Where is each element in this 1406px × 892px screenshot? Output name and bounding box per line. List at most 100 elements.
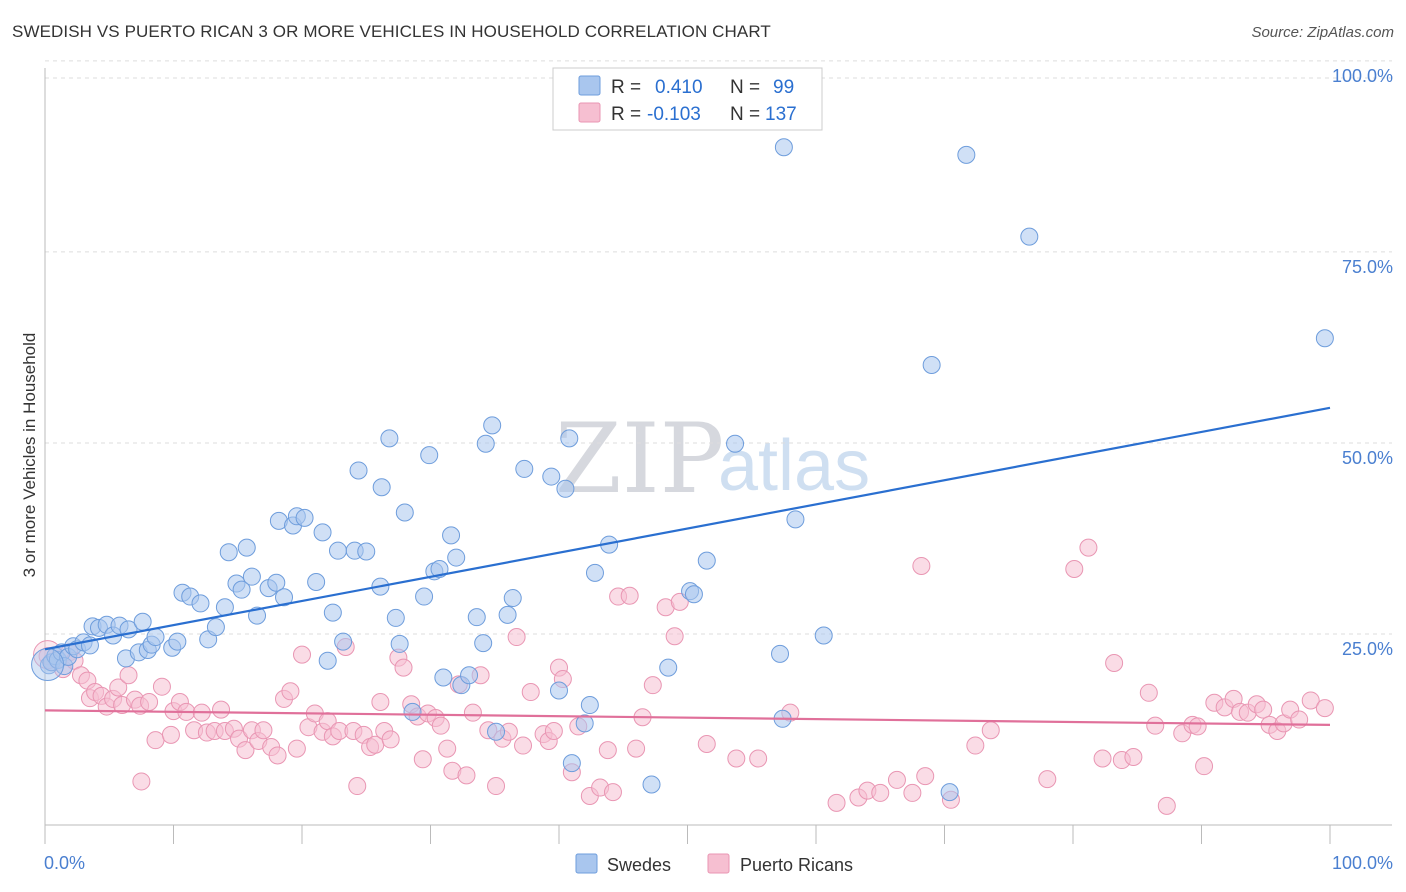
swede-point: [219, 543, 238, 562]
swede-point: [560, 429, 579, 448]
swede-point: [372, 478, 391, 497]
puerto-rican-point: [1195, 757, 1214, 776]
puerto-rican-point: [1301, 691, 1320, 710]
swede-point: [550, 681, 568, 700]
swede-point: [957, 145, 976, 164]
watermark-atlas: atlas: [718, 426, 870, 506]
swede-point: [357, 542, 376, 561]
swede-point: [1020, 227, 1039, 246]
swede-point: [726, 434, 745, 453]
swede-point: [659, 658, 678, 677]
legend-n-value-swedes: 99: [773, 77, 794, 98]
series-legend-swatch-swedes: [575, 853, 598, 874]
puerto-rican-point: [1188, 717, 1207, 736]
puerto-rican-point: [697, 735, 716, 754]
puerto-rican-point: [514, 736, 533, 755]
swede-point: [395, 503, 414, 522]
puerto-rican-trend-line: [44, 709, 1331, 727]
y-tick-label: 100.0%: [1332, 66, 1393, 86]
puerto-rican-point: [268, 746, 287, 765]
swede-point: [334, 632, 353, 651]
swede-point: [168, 632, 187, 651]
puerto-rican-point: [487, 777, 506, 796]
puerto-rican-point: [140, 692, 159, 711]
puerto-rican-point: [887, 770, 906, 789]
puerto-rican-point: [438, 739, 457, 758]
puerto-rican-point: [109, 678, 128, 697]
puerto-rican-point: [966, 736, 985, 755]
puerto-rican-point: [916, 767, 935, 786]
swede-cluster-point: [31, 648, 65, 682]
swede-point: [248, 606, 267, 625]
series-legend-swatch-puerto: [707, 853, 730, 874]
swede-point: [542, 467, 561, 486]
puerto-rican-point: [212, 700, 231, 719]
puerto-rican-point: [1065, 560, 1084, 579]
swede-point: [237, 538, 256, 557]
puerto-rican-point: [1038, 770, 1057, 789]
puerto-rican-point: [544, 722, 563, 741]
puerto-rican-point: [293, 645, 311, 664]
swedes-trend-line: [44, 406, 1331, 651]
puerto-rican-point: [981, 721, 1000, 740]
y-tick-label: 50.0%: [1342, 448, 1393, 468]
series-legend-label-swedes: Swedes: [607, 855, 671, 875]
puerto-rican-point: [1157, 796, 1176, 815]
swede-point: [295, 508, 314, 527]
swede-point: [380, 429, 399, 448]
swede-point: [515, 459, 534, 478]
puerto-rican-point: [1146, 716, 1165, 735]
puerto-rican-point: [463, 703, 482, 722]
puerto-rican-point: [119, 666, 138, 685]
swede-point: [191, 594, 210, 613]
swede-point: [403, 702, 422, 721]
puerto-rican-point: [254, 721, 273, 740]
swede-point: [460, 666, 479, 685]
swede-point: [476, 434, 495, 453]
swede-point: [313, 523, 332, 542]
puerto-rican-point: [749, 749, 768, 768]
swede-point: [642, 775, 661, 794]
swede-point: [442, 526, 461, 545]
puerto-rican-point: [394, 658, 413, 677]
puerto-rican-point: [1139, 683, 1158, 702]
x-tick-label: 100.0%: [1332, 853, 1393, 873]
swede-point: [242, 567, 261, 586]
swede-point: [386, 608, 405, 627]
swede-point: [774, 138, 793, 157]
swede-point: [684, 585, 703, 604]
swede-point: [349, 461, 368, 480]
puerto-rican-point: [598, 741, 617, 760]
swede-point: [1315, 329, 1334, 348]
swede-point: [146, 628, 165, 647]
puerto-rican-point: [727, 749, 746, 768]
swede-point: [771, 644, 790, 663]
legend-swatch-swedes: [578, 75, 601, 96]
legend-r-label-swedes: R =: [611, 77, 641, 98]
y-tick-labels: 25.0% 50.0% 75.0% 100.0%: [1332, 66, 1393, 659]
watermark: ZIP atlas: [555, 403, 870, 515]
swede-point: [206, 618, 225, 637]
correlation-legend: R = 0.410 N = 99 R = -0.103 N = 137: [552, 67, 823, 131]
swede-point: [697, 551, 716, 570]
series-legend: Swedes Puerto Ricans: [575, 853, 853, 875]
legend-n-value-puerto: 137: [765, 104, 797, 125]
puerto-rican-point: [1093, 749, 1112, 768]
legend-n-label-swedes: N =: [730, 77, 760, 98]
swede-point: [585, 563, 604, 582]
puerto-rican-point: [287, 739, 306, 758]
puerto-rican-point: [132, 772, 151, 791]
puerto-rican-point: [1315, 699, 1334, 718]
swede-point: [498, 605, 517, 624]
swede-point: [447, 548, 466, 567]
puerto-rican-point: [665, 627, 684, 646]
legend-n-label-puerto: N =: [730, 104, 760, 125]
puerto-rican-point: [1124, 747, 1143, 766]
puerto-rican-point: [152, 677, 171, 696]
puerto-rican-point: [827, 793, 846, 812]
puerto-rican-point: [1105, 654, 1124, 673]
puerto-rican-point: [507, 628, 526, 647]
chart-title: SWEDISH VS PUERTO RICAN 3 OR MORE VEHICL…: [12, 22, 771, 41]
swede-point: [318, 651, 337, 670]
puerto-rican-point: [1079, 538, 1098, 557]
